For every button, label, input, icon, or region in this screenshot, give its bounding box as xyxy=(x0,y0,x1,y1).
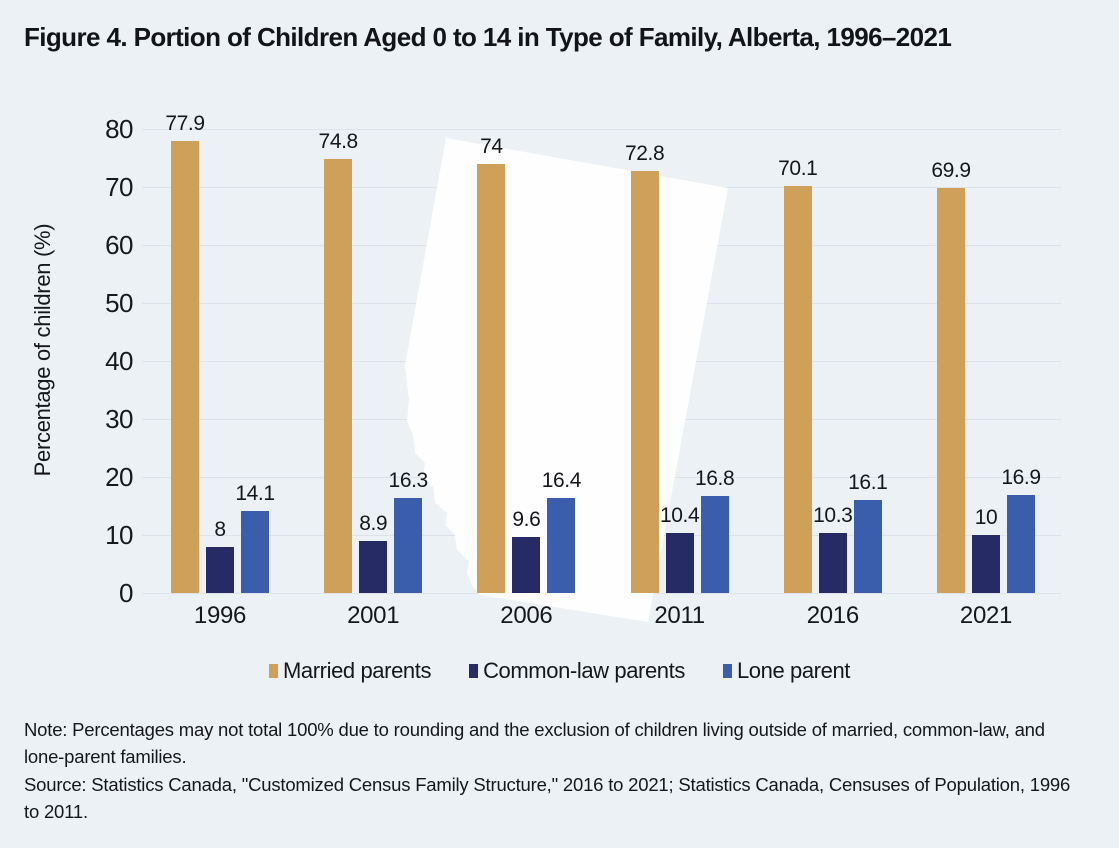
bar-value-label: 69.9 xyxy=(931,158,971,182)
y-tick-label: 70 xyxy=(105,172,133,202)
bar-value-label: 8 xyxy=(214,517,226,541)
y-tick-label: 40 xyxy=(105,346,133,376)
legend-swatch-married-parents xyxy=(268,664,278,678)
bar-value-label: 16.1 xyxy=(848,470,888,494)
legend-label: Common-law parents xyxy=(483,658,685,683)
bar-chart: 0 10 20 30 40 50 60 70 80 77.9 8 14.1 74.8 8.9 16.3 74… xyxy=(0,90,1119,683)
figure-note: Note: Percentages may not total 100% due… xyxy=(24,716,1074,770)
legend-item-common-law-parents: Common-law parents xyxy=(469,658,685,684)
bar-value-label: 10 xyxy=(974,506,998,529)
y-tick-label: 10 xyxy=(105,520,133,550)
bar-value-label: 72.8 xyxy=(624,141,665,165)
bar-married-parents-2016 xyxy=(783,186,812,593)
bar-value-label: 10.4 xyxy=(659,503,700,527)
legend-item-lone-parent: Lone parent xyxy=(722,658,850,684)
bar-common-law-parents-2011 xyxy=(665,532,694,593)
legend-label: Lone parent xyxy=(736,658,850,683)
bar-common-law-parents-2006 xyxy=(512,537,541,593)
bar-married-parents-2011 xyxy=(630,170,659,593)
bar-value-label: 77.9 xyxy=(165,112,205,136)
x-axis-label: 2001 xyxy=(347,602,400,629)
bar-lone-parent-2001 xyxy=(394,498,423,593)
legend-swatch-lone-parent xyxy=(722,664,732,678)
bar-value-label: 9.6 xyxy=(512,508,541,532)
bar-value-label: 14.1 xyxy=(235,482,275,506)
legend-item-married-parents: Married parents xyxy=(268,658,432,684)
bar-value-label: 16.3 xyxy=(388,469,429,493)
figure-source: Source: Statistics Canada, "Customized C… xyxy=(24,771,1074,825)
note-text: Note: Percentages may not total 100% due… xyxy=(24,719,1045,767)
bar-value-label: 16.8 xyxy=(694,466,735,490)
source-text: Source: Statistics Canada, "Customized C… xyxy=(24,774,1071,822)
y-tick-label: 30 xyxy=(105,404,133,434)
bar-married-parents-2021 xyxy=(937,187,965,593)
y-tick-label: 80 xyxy=(105,114,133,144)
bar-value-label: 8.9 xyxy=(359,512,388,536)
bar-lone-parent-2011 xyxy=(700,495,729,593)
bar-common-law-parents-2016 xyxy=(818,533,847,593)
figure-title: Figure 4. Portion of Children Aged 0 to … xyxy=(24,22,952,52)
y-tick-label: 60 xyxy=(105,230,133,260)
chart-legend: Married parents Common-law parents Lone pa… xyxy=(0,658,1119,684)
legend-swatch-common-law-parents xyxy=(469,664,479,678)
bar-value-label: 10.3 xyxy=(813,504,853,528)
y-tick-label: 20 xyxy=(105,462,133,492)
gridline xyxy=(142,129,1061,130)
x-axis-label: 2016 xyxy=(806,602,860,629)
bar-common-law-parents-2021 xyxy=(972,535,1000,593)
legend-label: Married parents xyxy=(282,658,432,683)
bar-married-parents-2001 xyxy=(324,159,353,593)
bar-common-law-parents-2001 xyxy=(359,541,388,593)
bar-common-law-parents-1996 xyxy=(206,546,234,593)
x-axis-label: 1996 xyxy=(193,602,247,629)
bar-value-label: 74.8 xyxy=(318,130,359,154)
bar-lone-parent-2021 xyxy=(1007,494,1035,593)
x-axis-label: 2011 xyxy=(654,602,705,629)
y-tick-label: 0 xyxy=(119,578,133,608)
bar-value-label: 70.1 xyxy=(778,157,818,181)
bar-lone-parent-2016 xyxy=(853,499,882,593)
x-axis-label: 2021 xyxy=(959,602,1013,629)
x-axis-label: 2006 xyxy=(500,602,553,629)
bar-married-parents-2006 xyxy=(477,163,506,593)
y-tick-label: 50 xyxy=(105,288,133,318)
bar-value-label: 74 xyxy=(480,134,503,158)
bar-lone-parent-1996 xyxy=(241,511,269,593)
bar-value-label: 16.4 xyxy=(541,468,582,492)
bar-value-label: 16.9 xyxy=(1001,465,1041,489)
bar-lone-parent-2006 xyxy=(547,497,576,593)
y-axis-title: Percentage of children (%) xyxy=(30,223,55,477)
bar-married-parents-1996 xyxy=(171,141,199,593)
